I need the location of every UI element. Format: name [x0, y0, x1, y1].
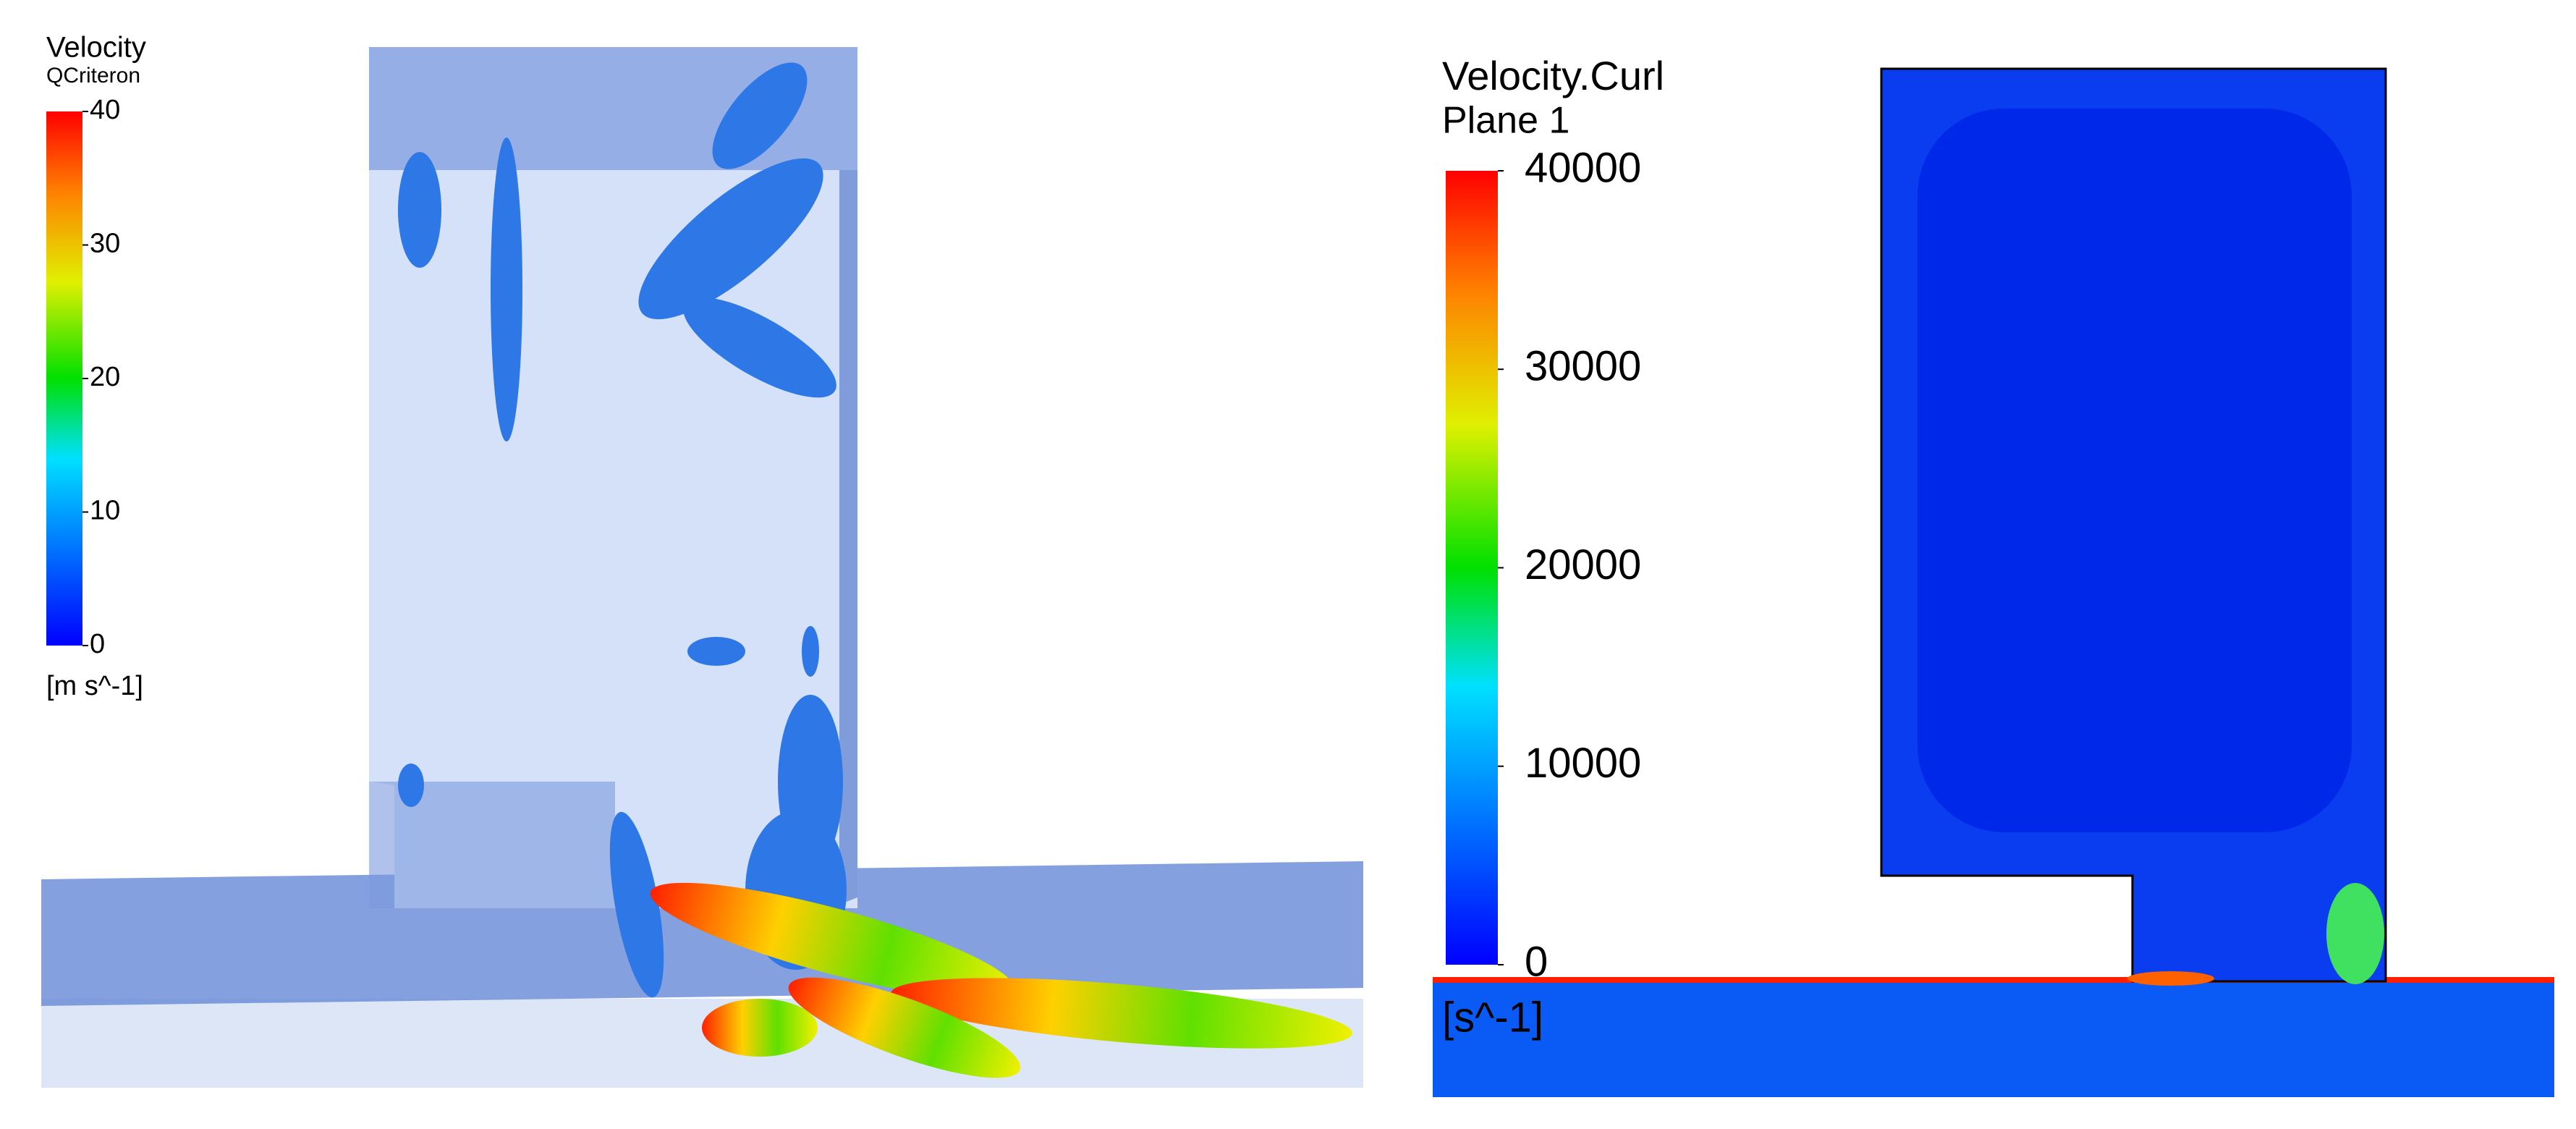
tick-label: 40000: [1525, 144, 1641, 191]
legend-subtitle: QCriteron: [46, 64, 140, 88]
tick-label: 30000: [1525, 343, 1641, 390]
legend-title: Velocity.Curl: [1442, 53, 1664, 98]
tick-label: 0: [90, 629, 105, 659]
tick-label: 10: [90, 496, 120, 526]
right-scene: [1433, 67, 2554, 1097]
tick-label: 40: [90, 95, 120, 125]
colorbar: [1446, 171, 1498, 965]
tick-label: 10000: [1525, 740, 1641, 787]
tick-label: 0: [1525, 938, 1548, 985]
colorbar: [46, 111, 82, 646]
tick-label: 30: [90, 229, 120, 259]
left-scene: [41, 47, 1363, 1088]
legend-title: Velocity: [46, 32, 146, 64]
legend-subtitle: Plane 1: [1442, 100, 1569, 142]
tick-label: 20: [90, 362, 120, 392]
legend-unit: [s^-1]: [1442, 994, 1543, 1041]
tick-label: 20000: [1525, 541, 1641, 588]
legend-unit: [m s^-1]: [46, 671, 143, 701]
